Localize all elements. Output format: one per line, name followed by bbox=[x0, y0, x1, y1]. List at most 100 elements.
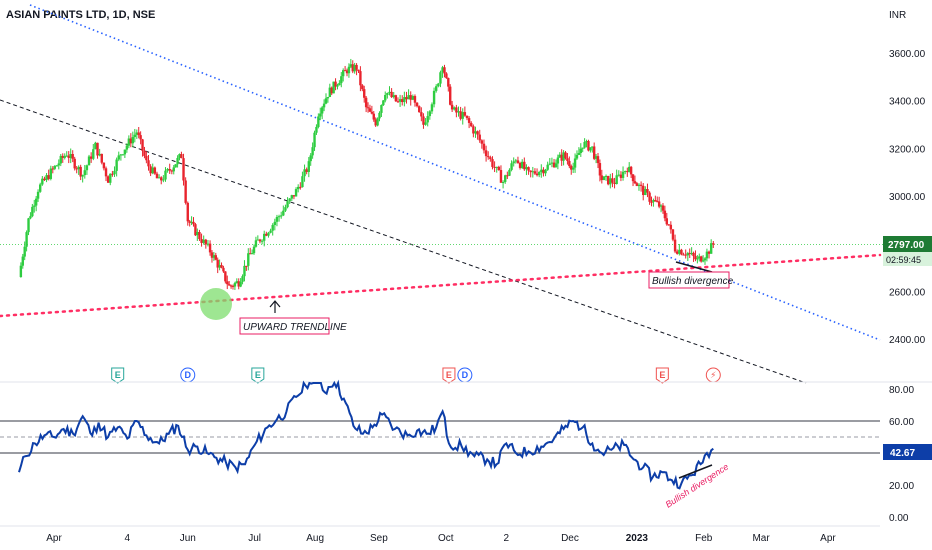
candle-body bbox=[21, 256, 24, 266]
candle-body bbox=[623, 171, 627, 173]
candle-body bbox=[363, 89, 366, 98]
candle-body bbox=[131, 137, 135, 144]
candle-body bbox=[288, 198, 291, 202]
candle-body bbox=[682, 254, 685, 256]
candle-body bbox=[294, 189, 298, 197]
candle-body bbox=[85, 165, 89, 171]
candle-body bbox=[445, 73, 448, 79]
rsi-last-value: 42.67 bbox=[890, 448, 915, 459]
candle-body bbox=[376, 118, 379, 126]
candle-body bbox=[669, 224, 673, 230]
rsi-divergence-line bbox=[678, 464, 713, 479]
candle-body bbox=[426, 116, 429, 123]
candle-body bbox=[170, 170, 174, 172]
candle-body bbox=[334, 81, 337, 87]
candle-body bbox=[558, 154, 561, 158]
candle-body bbox=[265, 233, 268, 236]
candle-body bbox=[535, 173, 539, 176]
candle-body bbox=[303, 169, 306, 177]
candle-body bbox=[27, 218, 30, 233]
candle-body bbox=[487, 156, 490, 158]
candle-body bbox=[663, 210, 667, 219]
candle-body bbox=[629, 166, 633, 175]
candle-body bbox=[428, 111, 432, 117]
candle-body bbox=[330, 87, 333, 94]
candle-body bbox=[396, 101, 400, 103]
candle-body bbox=[233, 283, 237, 287]
candle-body bbox=[111, 173, 114, 175]
candle-body bbox=[317, 116, 320, 127]
upward-trendline bbox=[0, 253, 882, 318]
candle-body bbox=[73, 158, 76, 169]
candle-body bbox=[600, 175, 604, 181]
candle-body bbox=[382, 100, 385, 106]
candle-body bbox=[556, 157, 560, 164]
candle-body bbox=[424, 122, 427, 125]
candle-body bbox=[218, 265, 221, 268]
candle-body bbox=[639, 184, 643, 186]
candle-body bbox=[322, 103, 326, 108]
candle-body bbox=[141, 139, 144, 151]
candle-body bbox=[92, 149, 95, 159]
candle-body bbox=[484, 150, 488, 157]
candle-body bbox=[184, 180, 187, 203]
candle-body bbox=[644, 189, 647, 196]
candle-body bbox=[447, 78, 450, 87]
candle-body bbox=[143, 150, 146, 156]
time-axis[interactable]: Apr 4 Jun Jul Aug Sep Oct 2 Dec 2023 Feb Mar Apr bbox=[46, 533, 836, 544]
candle-body bbox=[248, 253, 252, 255]
rsi-tick-label: 20.00 bbox=[889, 481, 914, 492]
candle-body bbox=[504, 175, 507, 182]
candle-body bbox=[635, 183, 639, 187]
candle-body bbox=[279, 215, 283, 217]
time-tick-label: 2023 bbox=[626, 533, 649, 544]
event-letter: ⚡ bbox=[710, 370, 716, 380]
candle-body bbox=[568, 160, 571, 167]
candle-body bbox=[585, 141, 588, 143]
candle-body bbox=[286, 201, 289, 208]
candle-body bbox=[243, 265, 246, 277]
candle-body bbox=[401, 99, 404, 103]
candle-body bbox=[589, 147, 592, 151]
candle-body bbox=[200, 239, 203, 243]
candle-body bbox=[271, 225, 274, 231]
candle-body bbox=[540, 169, 543, 173]
candle-body bbox=[71, 153, 74, 159]
candle-body bbox=[675, 251, 679, 254]
price-pane[interactable]: ASIAN PAINTS LTD, 1D, NSE INR 3600.00 340… bbox=[0, 4, 932, 384]
candle-body bbox=[696, 258, 699, 260]
candle-body bbox=[470, 122, 473, 127]
candle-body bbox=[121, 154, 125, 156]
candle-body bbox=[455, 107, 458, 113]
candle-body bbox=[680, 249, 683, 255]
candle-body bbox=[707, 251, 711, 254]
last-price-tag bbox=[883, 236, 932, 252]
candle-body bbox=[353, 64, 356, 72]
candle-body bbox=[392, 95, 395, 98]
candle-body bbox=[463, 112, 467, 116]
candle-body bbox=[525, 167, 528, 170]
time-tick-label: 2 bbox=[503, 533, 509, 544]
candle-body bbox=[577, 153, 581, 155]
candle-body bbox=[491, 159, 494, 167]
candle-body bbox=[83, 170, 86, 176]
candle-body bbox=[345, 70, 349, 74]
candle-body bbox=[573, 158, 577, 168]
candle-body bbox=[703, 258, 707, 261]
candle-body bbox=[598, 163, 602, 176]
candle-body bbox=[459, 111, 462, 119]
candle-body bbox=[474, 131, 477, 134]
candle-body bbox=[87, 156, 91, 166]
trendlines bbox=[0, 4, 882, 384]
candle-body bbox=[100, 153, 103, 163]
candle-body bbox=[418, 106, 421, 113]
candle-body bbox=[53, 165, 56, 169]
candle-body bbox=[692, 252, 695, 257]
candle-body bbox=[615, 175, 618, 184]
candle-body bbox=[96, 142, 99, 156]
candle-body bbox=[449, 86, 452, 105]
candle-body bbox=[602, 176, 606, 181]
time-tick-label: Jul bbox=[248, 533, 261, 544]
